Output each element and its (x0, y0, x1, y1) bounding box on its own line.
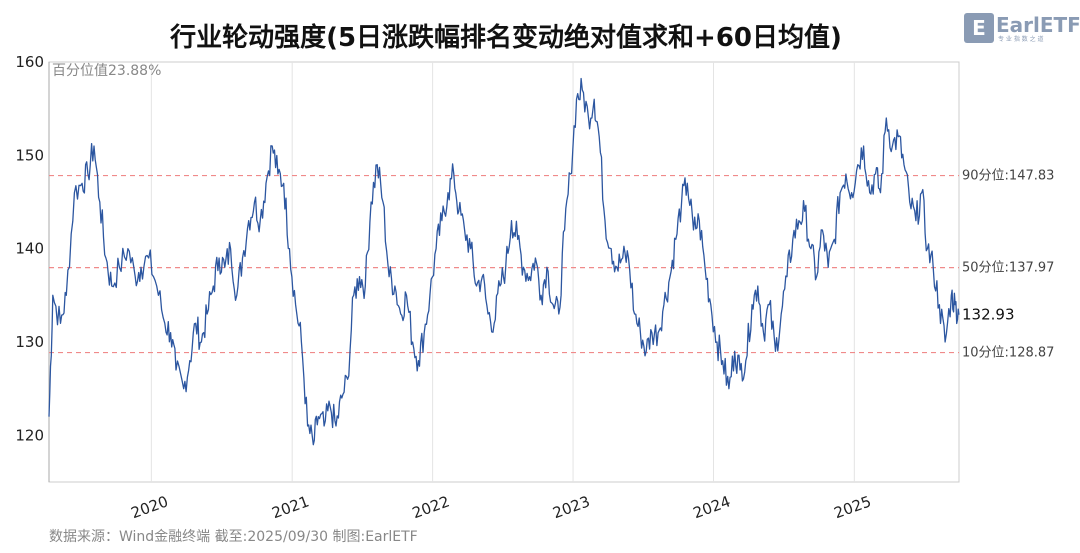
logo: E EarlETF 专 业 指 数 之 道 (964, 13, 1080, 43)
logo-mark-letter: E (972, 16, 986, 40)
reference-label-2: 10分位:128.87 (962, 346, 1054, 361)
x-tick-label-2022: 2022 (410, 492, 452, 522)
x-tick-label-2020: 2020 (129, 492, 171, 522)
y-tick-label-120: 120 (15, 426, 44, 444)
y-ticks: 120 130 140 150 160 (15, 53, 44, 444)
y-tick-label-140: 140 (15, 240, 44, 258)
x-tick-label-2025: 2025 (832, 492, 874, 522)
series-layer (48, 77, 960, 446)
y-tick-label-160: 160 (15, 53, 44, 71)
series-line-0 (48, 77, 960, 446)
x-tick-label-2024: 2024 (691, 492, 733, 522)
logo-subtext: 专 业 指 数 之 道 (998, 35, 1044, 43)
y-tick-label-150: 150 (15, 146, 44, 164)
x-tick-label-2023: 2023 (550, 492, 592, 522)
reference-label-0: 90分位:147.83 (962, 169, 1054, 184)
reference-label-1: 50分位:137.97 (962, 261, 1054, 276)
source-note: 数据来源：Wind金融终端 截至:2025/09/30 制图:EarlETF (49, 529, 418, 545)
chart-title: 行业轮动强度(5日涨跌幅排名变动绝对值求和+60日均值) (169, 22, 842, 53)
x-ticks: 2020 2021 2022 2023 2024 2025 (129, 492, 874, 522)
percentile-note: 百分位值23.88% (52, 63, 161, 79)
reference-lines: 90分位:147.83 50分位:137.97 10分位:128.87 (49, 169, 1054, 361)
y-tick-label-130: 130 (15, 333, 44, 351)
last-value-label: 132.93 (962, 306, 1015, 324)
logo-mark (964, 13, 994, 43)
x-tick-label-2021: 2021 (269, 492, 311, 522)
logo-text: EarlETF (996, 13, 1080, 37)
plot-frame (48, 61, 960, 483)
